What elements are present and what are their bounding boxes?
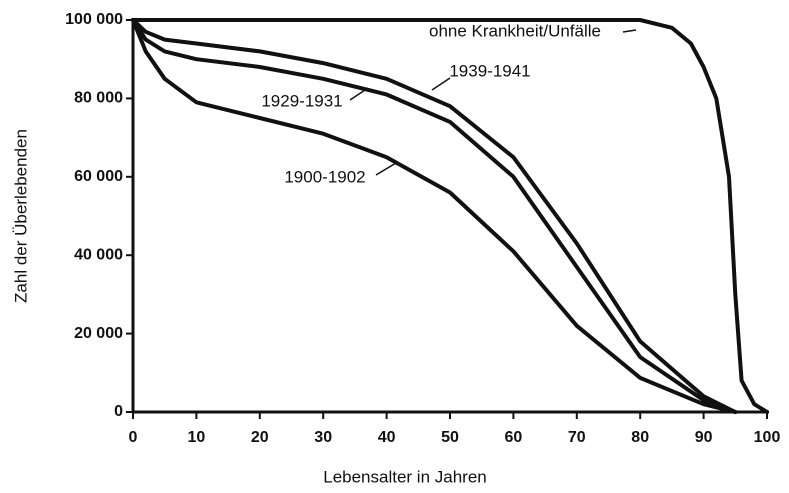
y-tick-label: 80 000 [74, 90, 123, 107]
series-label: 1929-1931 [261, 91, 342, 110]
x-tick-label: 50 [441, 429, 459, 446]
survival-curve [131, 18, 738, 414]
label-leader [622, 29, 637, 33]
series-label: ohne Krankheit/Unfälle [429, 21, 601, 40]
y-tick-label: 40 000 [74, 246, 123, 263]
survival-curve [131, 18, 769, 414]
x-tick-label: 70 [568, 429, 586, 446]
x-tick-label: 90 [695, 429, 713, 446]
y-tick-label: 60 000 [74, 168, 123, 185]
label-leader [349, 87, 369, 101]
survival-curve [131, 18, 738, 414]
series-label: 1939-1941 [449, 61, 530, 80]
y-tick-label: 100 000 [65, 11, 123, 28]
x-tick-label: 60 [505, 429, 523, 446]
x-tick-label: 80 [631, 429, 649, 446]
x-tick-label: 20 [251, 429, 269, 446]
label-leader [375, 162, 397, 176]
x-tick-label: 100 [754, 429, 781, 446]
x-axis-label: Lebensalter in Jahren [323, 467, 487, 486]
x-tick-label: 0 [129, 429, 138, 446]
y-tick-label: 0 [114, 403, 123, 420]
series-label: 1900-1902 [284, 167, 365, 186]
y-tick-label: 20 000 [74, 325, 123, 342]
y-axis-label: Zahl der Überlebenden [11, 129, 30, 303]
label-leader [431, 77, 451, 91]
survival-curve [131, 18, 738, 414]
x-tick-label: 30 [314, 429, 332, 446]
x-tick-label: 40 [378, 429, 396, 446]
x-tick-label: 10 [188, 429, 206, 446]
